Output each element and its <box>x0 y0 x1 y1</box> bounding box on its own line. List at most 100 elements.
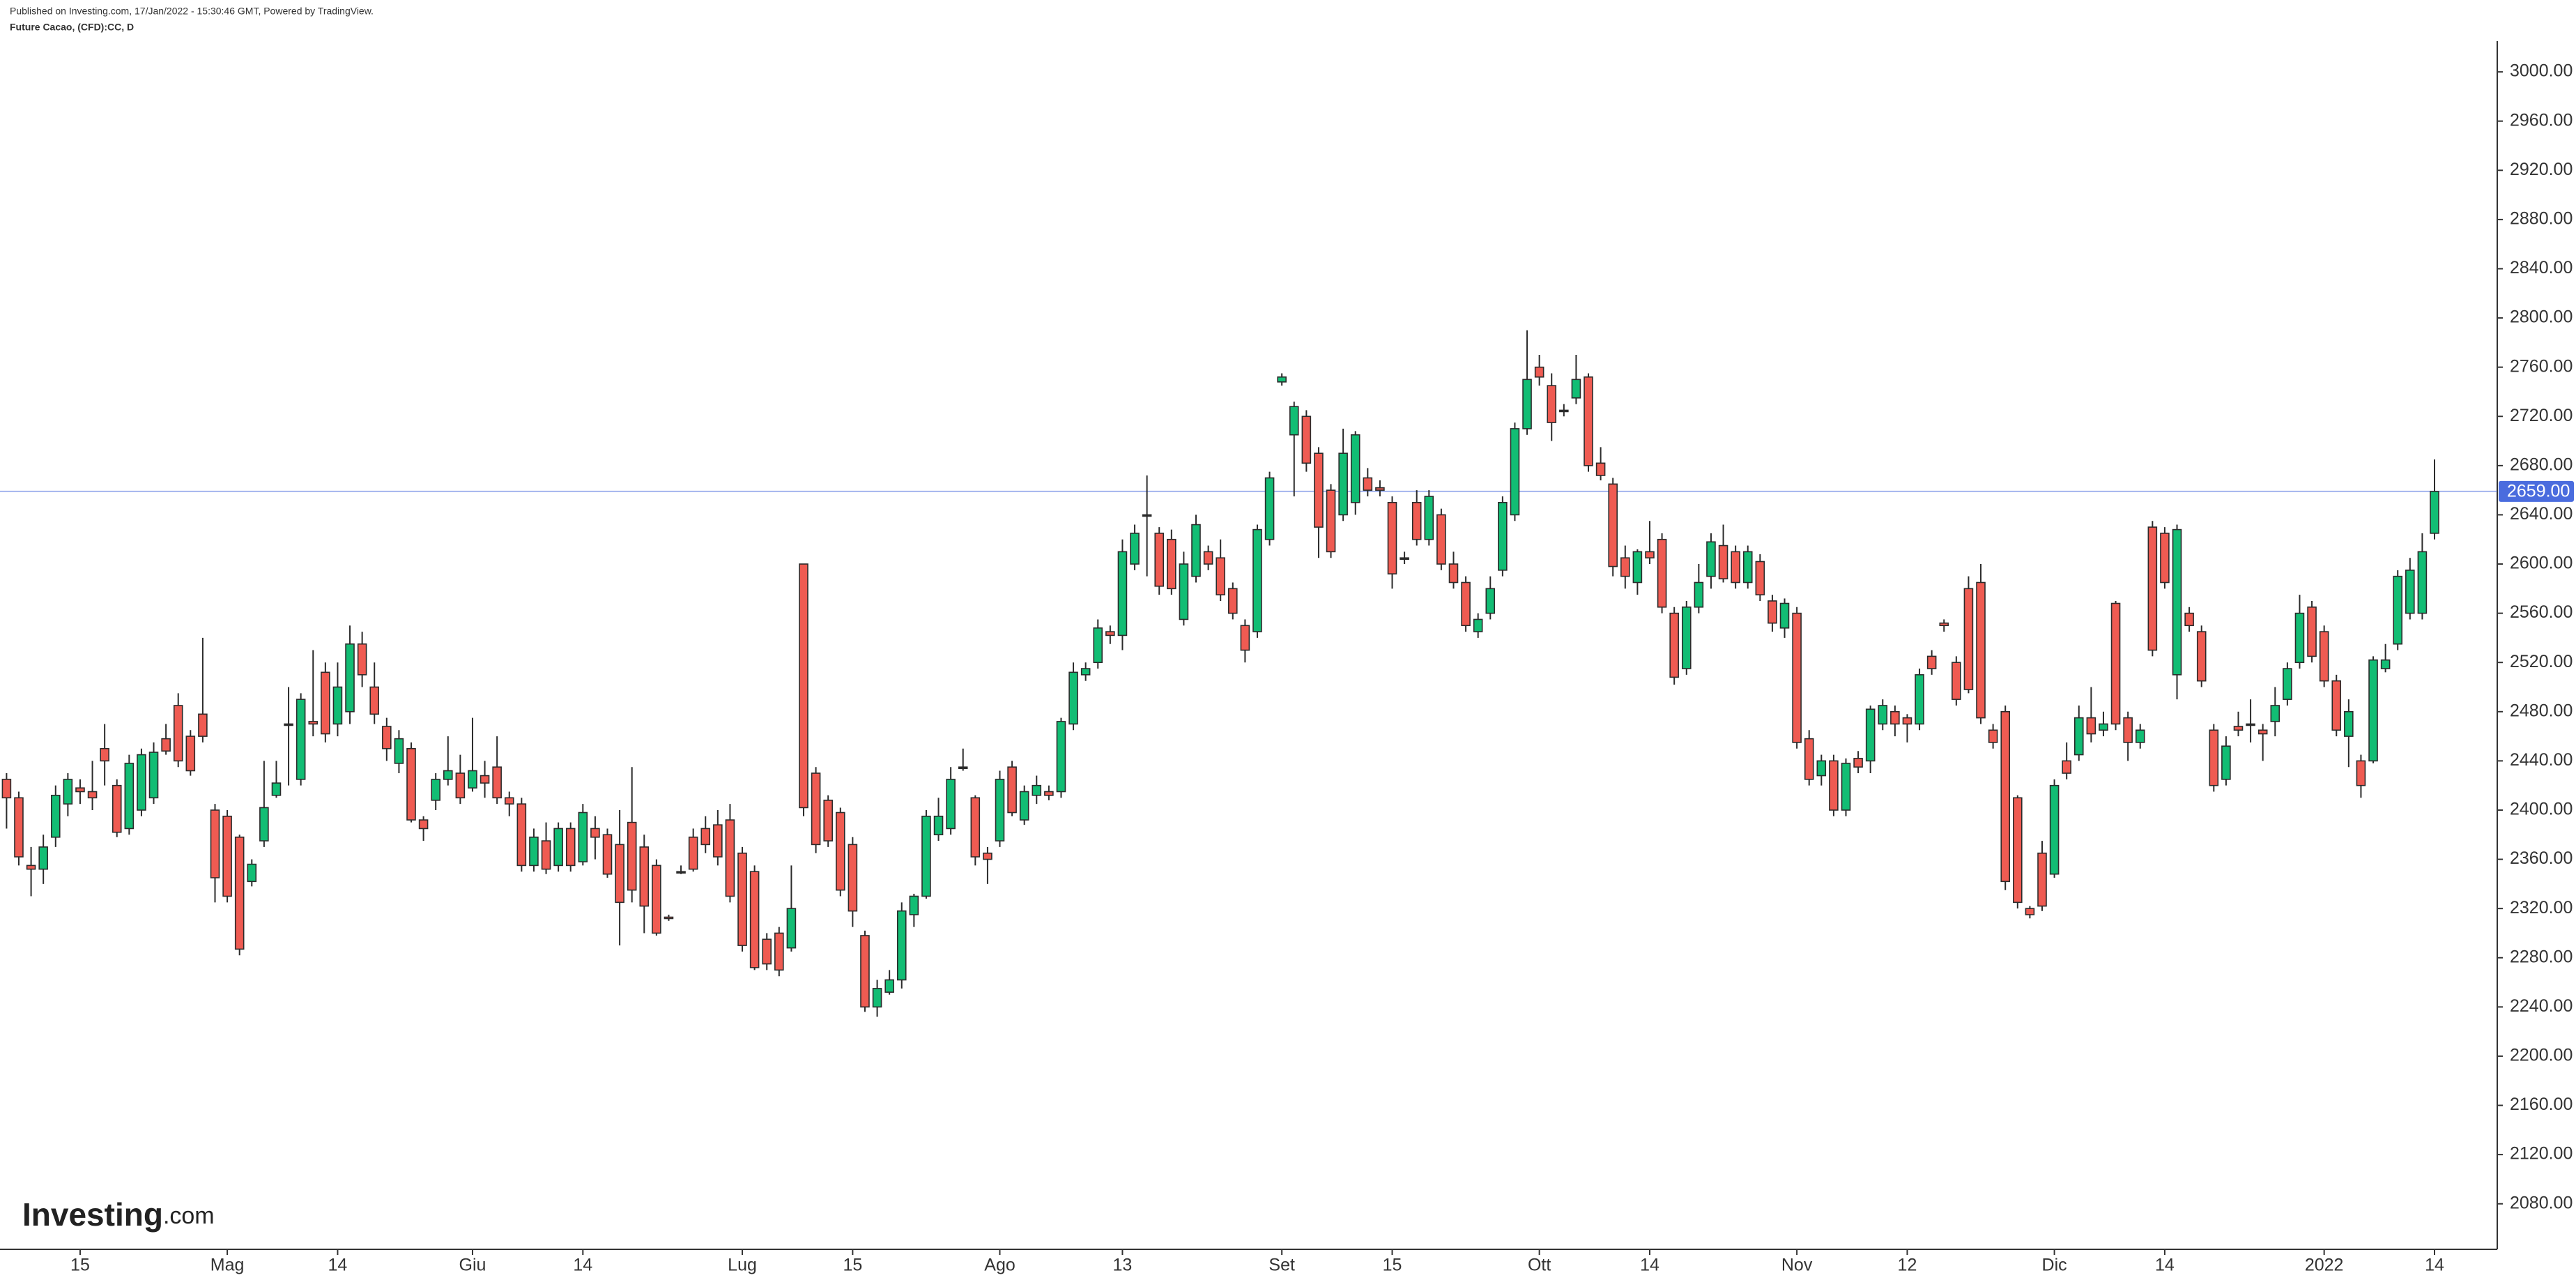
candle-body <box>2086 717 2096 735</box>
candle-body <box>1498 501 1508 571</box>
candle-body <box>921 816 931 897</box>
candle-body <box>1915 674 1924 725</box>
candle-body <box>2000 710 2010 883</box>
candle-body <box>1314 452 1324 528</box>
candle-body <box>1301 416 1312 464</box>
candle-body <box>1338 452 1348 516</box>
candle-body <box>284 723 293 726</box>
candle-body <box>541 840 551 870</box>
candle-body <box>1264 477 1275 540</box>
candle-body <box>2147 526 2158 651</box>
candle-body <box>2221 745 2231 780</box>
chart-subtitle: Published on Investing.com, 17/Jan/2022 … <box>10 6 374 17</box>
candle-body <box>1926 655 1937 669</box>
candle-body <box>1117 551 1128 637</box>
candle-body <box>1216 557 1225 595</box>
candle-body <box>2025 908 2035 915</box>
candle-body <box>234 837 245 950</box>
candle-body <box>308 721 319 725</box>
candle-body <box>369 686 380 715</box>
candle-body <box>161 738 171 752</box>
candle-body <box>1657 538 1667 608</box>
candle-body <box>296 699 306 780</box>
y-tick-label: 2400.00 <box>2510 800 2573 819</box>
y-tick-label: 2960.00 <box>2510 110 2573 130</box>
candle-body <box>1976 581 1986 719</box>
candle-body <box>1056 721 1066 793</box>
x-tick-label: Dic <box>2042 1256 2067 1275</box>
candle-body <box>2062 760 2071 774</box>
x-tick-label: Giu <box>459 1256 486 1275</box>
candle-body <box>970 797 981 858</box>
candle-body <box>468 770 477 789</box>
candle-body <box>2160 533 2170 584</box>
candle-body <box>1804 738 1814 780</box>
candle-body <box>2270 705 2280 722</box>
y-tick-label: 2560.00 <box>2510 602 2573 622</box>
x-tick-label: Set <box>1268 1256 1295 1275</box>
y-tick-label: 2520.00 <box>2510 652 2573 671</box>
candle-body <box>1939 622 1949 627</box>
candle-body <box>933 816 944 836</box>
candle-body <box>2393 575 2403 645</box>
candle-body <box>565 828 576 867</box>
y-tick-label: 2800.00 <box>2510 307 2573 327</box>
candle-body <box>100 747 109 762</box>
candle-body <box>1584 376 1593 466</box>
y-tick-label: 2840.00 <box>2510 258 2573 277</box>
candle-body <box>774 932 784 971</box>
candle-body <box>1485 588 1496 614</box>
candle-body <box>2172 528 2182 676</box>
candle-body <box>1595 462 1606 476</box>
watermark: Investing.com <box>22 1196 215 1233</box>
candle-body <box>1142 514 1152 517</box>
candle-body <box>762 938 772 965</box>
candle-body <box>1620 557 1630 577</box>
candle-body <box>1571 379 1581 399</box>
candle-body <box>1191 524 1201 577</box>
x-tick-label: Ago <box>984 1256 1015 1275</box>
candle-body <box>26 864 36 870</box>
candle-body <box>173 705 183 762</box>
candle-body <box>185 736 196 772</box>
candle-body <box>884 979 894 993</box>
candle-body <box>1963 588 1974 690</box>
candle-body <box>2037 852 2047 907</box>
candle-body <box>382 726 392 749</box>
candle-body <box>664 916 674 920</box>
candle-body <box>1424 496 1434 540</box>
candle-body <box>2331 680 2342 731</box>
candle-body <box>2209 729 2219 786</box>
candle-body <box>345 643 355 713</box>
candle-body <box>431 779 440 801</box>
plot: 2080.00 2120.00 2160.00 2200.00 2240.00 2280.… <box>0 61 2574 1275</box>
y-tick-label: 2360.00 <box>2510 848 2573 868</box>
candle-body <box>2344 710 2354 737</box>
y-tick-label: 2600.00 <box>2510 554 2573 573</box>
candle-body <box>1130 533 1140 565</box>
candle-body <box>1240 625 1250 651</box>
candle-body <box>848 844 858 912</box>
x-tick-label: 14 <box>573 1256 592 1275</box>
candle-body <box>1032 784 1042 796</box>
candle-body <box>1411 501 1422 540</box>
candle-body <box>1829 760 1839 811</box>
candle-body <box>688 837 698 870</box>
y-tick-label: 2680.00 <box>2510 455 2573 474</box>
candle-body <box>2319 631 2329 682</box>
candle-body <box>946 779 956 830</box>
candle-body <box>2294 612 2305 664</box>
candle-body <box>652 864 661 934</box>
candle-body <box>1816 760 1827 777</box>
candle-body <box>529 837 539 867</box>
y-tick-label: 2480.00 <box>2510 701 2573 720</box>
candle-body <box>2196 631 2207 682</box>
last-price-box <box>2499 480 2574 502</box>
candle-body <box>1400 557 1409 561</box>
candle-body <box>259 807 269 841</box>
y-tick-label: 2280.00 <box>2510 947 2573 966</box>
candle-body <box>1522 379 1532 429</box>
candle-body <box>406 747 416 821</box>
candle-body <box>1681 606 1692 669</box>
candle-body <box>1080 668 1091 676</box>
